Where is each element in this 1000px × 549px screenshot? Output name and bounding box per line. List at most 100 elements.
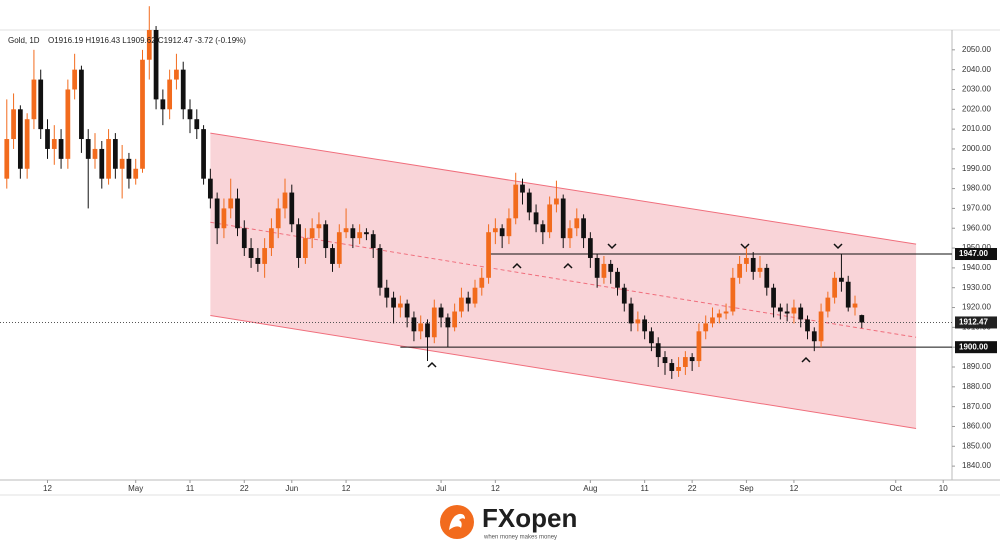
candle-body: [336, 232, 342, 264]
candle-body: [676, 367, 681, 371]
candle-body: [160, 99, 166, 110]
y-tick-label: 1950.00: [962, 243, 991, 252]
channel-upper: [210, 132, 917, 245]
candle-body: [133, 168, 139, 179]
candle-body: [757, 267, 763, 272]
candle-body: [811, 331, 817, 342]
candle-body: [282, 192, 288, 209]
brand: FXopen: [482, 503, 577, 533]
x-tick-label: Oct: [889, 484, 902, 493]
candle-body: [79, 69, 84, 140]
candle-body: [452, 311, 458, 328]
candle-body: [350, 228, 356, 239]
candle-body: [784, 311, 790, 314]
candle-body: [65, 89, 71, 159]
x-tick-label: 12: [342, 484, 351, 493]
tagline: when money makes money: [483, 535, 557, 541]
y-tick-label: 2010.00: [962, 124, 991, 133]
channel-fill: [210, 133, 917, 429]
candle-body: [696, 331, 702, 362]
candle-body: [11, 109, 16, 140]
candle-body: [45, 129, 50, 149]
candle-body: [99, 148, 105, 179]
candle-body: [377, 248, 383, 288]
candle-body: [119, 158, 125, 169]
plot: 1840.00 1850.00 1860.00 1870.00 1880.00 1890.…: [0, 6, 997, 493]
candle-body: [112, 139, 118, 169]
candle-body: [309, 228, 315, 239]
candle-body: [798, 307, 804, 320]
y-tick-label: 1940.00: [962, 263, 991, 272]
candle-body: [370, 234, 376, 249]
candle-body: [4, 139, 10, 179]
candle-body: [51, 139, 57, 149]
candle-body: [235, 198, 240, 229]
candle-body: [330, 248, 335, 264]
candle-body: [628, 303, 634, 324]
candle-body: [207, 178, 213, 199]
candle-body: [649, 331, 654, 344]
candle-body: [364, 232, 369, 235]
x-tick-label: Aug: [583, 484, 597, 493]
candle-body: [296, 224, 301, 258]
candle-body: [248, 248, 254, 258]
candle-body: [438, 307, 444, 318]
level-label: 1900.00: [959, 342, 988, 351]
candle-body: [24, 119, 30, 169]
logo-dragon: [449, 513, 465, 530]
candle-body: [737, 263, 743, 278]
x-tick-label: 12: [491, 484, 500, 493]
x-tick-label: Sep: [739, 484, 754, 493]
candle-body: [567, 228, 573, 239]
pivot-up: [801, 356, 811, 363]
x-tick-label: May: [128, 484, 143, 493]
candle-body: [486, 232, 491, 278]
candle-body: [384, 287, 390, 298]
y-tick-label: 1860.00: [962, 422, 991, 431]
candle-body: [17, 109, 23, 169]
candle-body: [764, 267, 770, 288]
candle-body: [744, 257, 749, 264]
candle-body: [228, 198, 234, 209]
candle-body: [716, 313, 722, 318]
candle-body: [554, 198, 559, 205]
y-tick-label: 1990.00: [962, 164, 991, 173]
candle-body: [85, 139, 91, 159]
candle-body: [201, 129, 206, 179]
symbol-title: Gold, 1D: [8, 36, 40, 45]
candle-body: [391, 297, 396, 308]
candle-body: [710, 317, 715, 324]
candle-body: [615, 271, 620, 288]
x-tick-label: 12: [789, 484, 798, 493]
candle-body: [852, 303, 858, 308]
candle-body: [750, 257, 756, 272]
candle-body: [289, 192, 295, 225]
candle-body: [818, 311, 824, 342]
candle-body: [574, 218, 580, 229]
candle-body: [343, 228, 349, 233]
candle-body: [526, 192, 532, 213]
x-tick-label: Jun: [285, 484, 298, 493]
candle-body: [730, 277, 736, 312]
y-tick-label: 1980.00: [962, 184, 991, 193]
candle-body: [411, 317, 417, 332]
candle-body: [839, 277, 844, 282]
y-tick-label: 2040.00: [962, 65, 991, 74]
x-tick-label: 22: [688, 484, 697, 493]
candle-body: [777, 307, 783, 312]
candle-body: [31, 79, 37, 120]
candle-body: [520, 184, 525, 193]
y-tick-label: 2050.00: [962, 45, 991, 54]
candle-body: [845, 281, 851, 308]
candle-body: [560, 198, 566, 239]
pivot-down: [833, 243, 843, 250]
candle-body: [540, 224, 546, 233]
candle-body: [459, 297, 464, 312]
candle-body: [642, 319, 648, 332]
candle-body: [805, 319, 810, 332]
candle-body: [180, 69, 186, 110]
candle-body: [723, 311, 729, 314]
candle-body: [425, 323, 430, 338]
candle-body: [587, 238, 593, 258]
candle-body: [323, 224, 329, 249]
